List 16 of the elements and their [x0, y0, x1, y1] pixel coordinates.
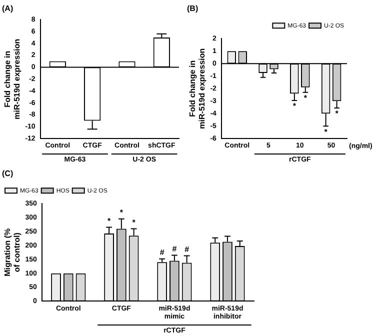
chart-title: (C) — [2, 169, 14, 178]
annotation: # — [172, 244, 178, 254]
y-axis-title: Migration (% of control) — [3, 228, 22, 276]
annotation: * — [324, 127, 328, 136]
y-axis-title: Fold change in miR-519d expression — [3, 38, 22, 120]
annotation: * — [292, 102, 297, 111]
annotation: # — [184, 244, 190, 254]
annotation: # — [160, 248, 165, 258]
annotation: * — [132, 218, 136, 227]
chart-title: (B) — [187, 4, 198, 14]
chart-title: (A) — [2, 4, 14, 14]
annotation: * — [335, 109, 340, 118]
annotation: * — [107, 216, 112, 226]
annotation: * — [304, 94, 308, 103]
y-axis-title: Fold change in miR-519d expression — [188, 48, 207, 129]
annotation: * — [120, 208, 124, 218]
